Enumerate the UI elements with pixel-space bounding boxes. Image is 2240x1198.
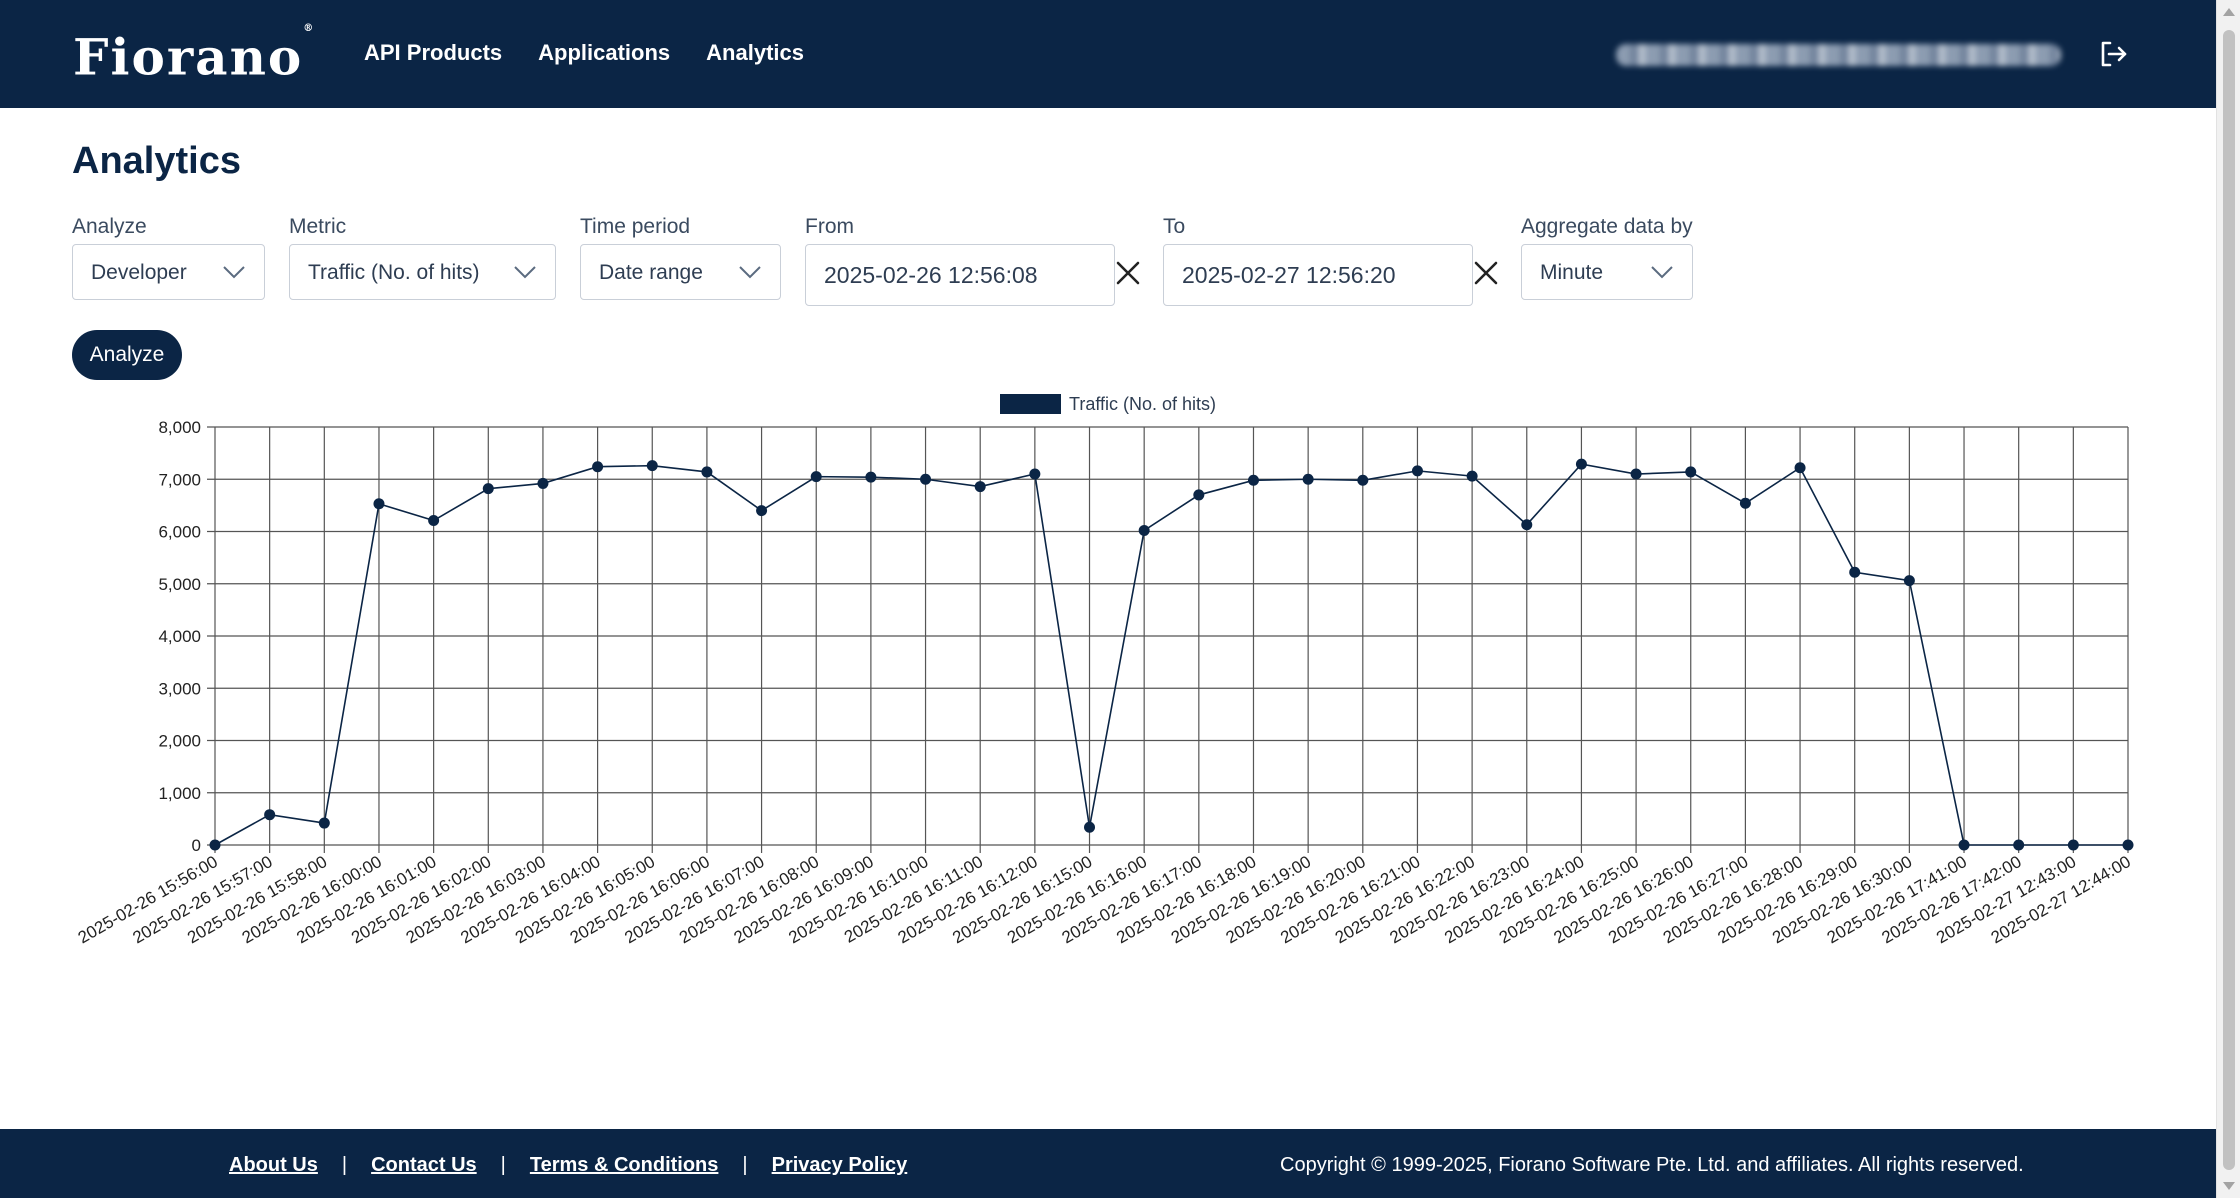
footer-separator: | <box>742 1154 748 1176</box>
data-point <box>920 473 932 485</box>
y-tick-label: 5,000 <box>158 575 201 594</box>
footer: About Us | Contact Us | Terms & Conditio… <box>0 1129 2216 1198</box>
time-period-select-value: Date range <box>599 261 703 284</box>
y-tick-label: 2,000 <box>158 732 201 751</box>
from-date-input[interactable]: 2025-02-26 12:56:08 <box>805 244 1115 306</box>
data-point <box>756 505 768 517</box>
metric-select-value: Traffic (No. of hits) <box>308 261 480 284</box>
data-point <box>1903 575 1915 587</box>
data-point <box>1247 474 1259 486</box>
user-email-blurred <box>1616 44 2061 66</box>
data-point <box>428 515 440 527</box>
chevron-down-icon <box>223 266 245 279</box>
legend-swatch <box>1000 394 1061 414</box>
footer-links: About Us | Contact Us | Terms & Conditio… <box>229 1154 907 1177</box>
analyze-label: Analyze <box>72 215 147 238</box>
data-point <box>1685 466 1697 478</box>
from-label: From <box>805 215 854 238</box>
footer-separator: | <box>341 1154 348 1176</box>
aggregate-label: Aggregate data by <box>1521 215 1693 238</box>
footer-terms[interactable]: Terms & Conditions <box>529 1154 719 1176</box>
y-tick-label: 3,000 <box>158 679 201 698</box>
data-point <box>592 461 604 473</box>
data-point <box>1466 470 1478 482</box>
footer-contact-us[interactable]: Contact Us <box>371 1154 477 1176</box>
data-point <box>701 466 713 478</box>
to-date-value: 2025-02-27 12:56:20 <box>1182 262 1396 288</box>
aggregate-select[interactable]: Minute <box>1521 244 1693 300</box>
scroll-up-arrow-icon[interactable] <box>2223 8 2235 16</box>
traffic-chart: 0 1,000 2,000 3,000 4,000 5,000 6,000 7,000 8,00… <box>60 385 2160 985</box>
data-point <box>1521 519 1533 531</box>
data-point <box>1302 473 1314 485</box>
data-point <box>974 481 986 493</box>
data-point <box>1849 566 1861 578</box>
chevron-down-icon <box>1651 266 1673 279</box>
data-point <box>537 477 549 489</box>
aggregate-select-value: Minute <box>1540 261 1604 284</box>
data-point <box>646 460 658 472</box>
from-date-value: 2025-02-26 12:56:08 <box>824 262 1038 288</box>
y-tick-label: 0 <box>192 836 201 855</box>
data-point <box>1630 468 1642 480</box>
data-point <box>209 839 221 851</box>
data-point <box>1138 524 1150 536</box>
data-point <box>2013 839 2025 851</box>
to-label: To <box>1163 215 1186 238</box>
copyright-text: Copyright © 1999-2025, Fiorano Software … <box>1280 1154 2024 1176</box>
top-navbar: Fiorano® API Products Applications Analy… <box>0 0 2216 108</box>
footer-separator: | <box>500 1154 506 1176</box>
clear-from-icon[interactable] <box>1113 258 1143 288</box>
main-nav: API Products Applications Analytics <box>364 40 804 66</box>
metric-select[interactable]: Traffic (No. of hits) <box>289 244 556 300</box>
page-title: Analytics <box>72 140 241 182</box>
data-point <box>1958 839 1970 851</box>
y-tick-label: 8,000 <box>158 418 201 437</box>
data-point <box>865 471 877 483</box>
nav-analytics[interactable]: Analytics <box>706 40 804 65</box>
scroll-down-arrow-icon[interactable] <box>2223 1182 2235 1190</box>
y-tick-label: 7,000 <box>158 470 201 489</box>
data-point <box>264 809 276 821</box>
data-point <box>2067 839 2079 851</box>
data-point <box>810 471 822 483</box>
time-period-select[interactable]: Date range <box>580 244 781 300</box>
analyze-select-value: Developer <box>91 261 187 284</box>
logout-icon[interactable] <box>2097 38 2129 70</box>
data-point <box>1193 489 1205 501</box>
data-point <box>1411 465 1423 477</box>
footer-about-us[interactable]: About Us <box>229 1154 318 1176</box>
analyze-button[interactable]: Analyze <box>72 330 182 380</box>
scroll-thumb[interactable] <box>2223 30 2235 1170</box>
data-point <box>1357 474 1369 486</box>
data-point <box>1029 468 1041 480</box>
series-line <box>214 463 2128 846</box>
y-tick-label: 6,000 <box>158 523 201 542</box>
footer-privacy-policy[interactable]: Privacy Policy <box>771 1154 908 1176</box>
data-point <box>1794 462 1806 474</box>
data-point <box>2122 839 2134 851</box>
vertical-scrollbar[interactable] <box>2216 0 2240 1198</box>
y-tick-label: 1,000 <box>158 784 201 803</box>
data-point <box>373 498 385 510</box>
nav-api-products[interactable]: API Products <box>364 40 503 65</box>
data-point <box>1739 497 1751 509</box>
data-point <box>482 483 494 495</box>
to-date-input[interactable]: 2025-02-27 12:56:20 <box>1163 244 1473 306</box>
metric-label: Metric <box>289 215 347 238</box>
traffic-line-chart: 0 1,000 2,000 3,000 4,000 5,000 6,000 7,000 8,00… <box>75 394 2134 947</box>
clear-to-icon[interactable] <box>1471 258 1501 288</box>
analyze-select[interactable]: Developer <box>72 244 265 300</box>
nav-applications[interactable]: Applications <box>538 40 671 65</box>
data-point <box>318 817 330 829</box>
data-point <box>1575 458 1587 470</box>
data-point <box>1084 821 1096 833</box>
time-period-label: Time period <box>580 215 691 238</box>
fiorano-logo[interactable]: Fiorano® <box>73 23 314 87</box>
chevron-down-icon <box>739 266 761 279</box>
y-tick-label: 4,000 <box>158 627 201 646</box>
chevron-down-icon <box>514 266 536 279</box>
legend-label: Traffic (No. of hits) <box>1069 394 1216 414</box>
